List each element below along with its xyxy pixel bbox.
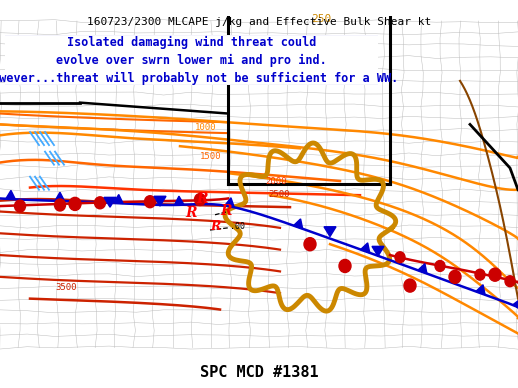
Circle shape bbox=[395, 252, 405, 263]
Polygon shape bbox=[113, 194, 123, 203]
Circle shape bbox=[15, 200, 25, 212]
FancyBboxPatch shape bbox=[0, 34, 385, 87]
Text: 3500: 3500 bbox=[55, 283, 77, 292]
Circle shape bbox=[94, 197, 106, 209]
Circle shape bbox=[145, 196, 155, 208]
Circle shape bbox=[435, 260, 445, 272]
Circle shape bbox=[489, 268, 501, 281]
Polygon shape bbox=[104, 197, 116, 207]
Circle shape bbox=[404, 279, 416, 292]
Polygon shape bbox=[361, 243, 370, 253]
Circle shape bbox=[69, 197, 81, 210]
Text: R: R bbox=[196, 192, 208, 206]
Text: Isolated damaging wind threat could
evolve over swrn lower mi and pro ind.
Howev: Isolated damaging wind threat could evol… bbox=[0, 35, 398, 85]
Polygon shape bbox=[513, 299, 518, 309]
Circle shape bbox=[505, 276, 515, 287]
Polygon shape bbox=[55, 192, 65, 201]
Text: 160723/2300 MLCAPE j/kg and Effective Bulk Shear kt: 160723/2300 MLCAPE j/kg and Effective Bu… bbox=[87, 17, 431, 28]
Text: SPC MCD #1381: SPC MCD #1381 bbox=[199, 365, 319, 380]
Polygon shape bbox=[6, 191, 16, 199]
Circle shape bbox=[475, 269, 485, 280]
Text: 2000: 2000 bbox=[265, 177, 286, 186]
Circle shape bbox=[304, 238, 316, 251]
Text: 1500: 1500 bbox=[200, 152, 222, 161]
Text: R: R bbox=[220, 204, 232, 218]
Circle shape bbox=[449, 270, 461, 283]
Polygon shape bbox=[418, 264, 427, 274]
Text: 1000: 1000 bbox=[195, 123, 217, 132]
Circle shape bbox=[339, 260, 351, 272]
Polygon shape bbox=[294, 219, 303, 229]
Text: R: R bbox=[210, 220, 220, 233]
Text: R: R bbox=[185, 206, 196, 220]
Circle shape bbox=[194, 194, 206, 206]
Text: 250: 250 bbox=[311, 14, 332, 24]
Text: 2500: 2500 bbox=[268, 191, 290, 199]
Polygon shape bbox=[154, 196, 166, 206]
Polygon shape bbox=[372, 246, 384, 256]
Polygon shape bbox=[225, 198, 234, 207]
Polygon shape bbox=[175, 196, 184, 205]
Polygon shape bbox=[476, 285, 485, 294]
Text: .00: .00 bbox=[230, 222, 245, 231]
Circle shape bbox=[54, 199, 65, 211]
Polygon shape bbox=[324, 227, 336, 237]
